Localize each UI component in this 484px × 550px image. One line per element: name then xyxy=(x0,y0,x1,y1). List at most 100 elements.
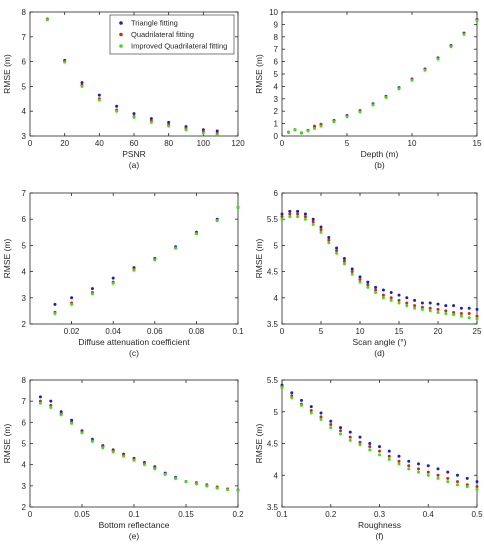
data-point xyxy=(467,316,471,320)
data-point xyxy=(309,408,313,412)
x-tick-label: 5 xyxy=(319,327,324,336)
data-point xyxy=(90,287,94,291)
data-point xyxy=(381,296,385,300)
data-point xyxy=(201,131,205,135)
data-point xyxy=(327,236,331,240)
x-tick-label: 0.08 xyxy=(189,327,205,336)
y-tick-label: 8 xyxy=(274,33,279,42)
data-point xyxy=(300,403,303,407)
data-point xyxy=(184,128,188,132)
data-point xyxy=(63,60,67,64)
data-point xyxy=(300,398,303,402)
y-tick-label: 4 xyxy=(22,107,27,116)
series-improved-quadrilateral-fitting xyxy=(53,205,240,316)
data-point xyxy=(194,482,198,486)
plot-area xyxy=(281,11,478,137)
x-axis-label: PSNR xyxy=(122,149,146,159)
data-point xyxy=(378,445,381,449)
data-point xyxy=(80,431,84,435)
data-point xyxy=(436,467,440,471)
data-point xyxy=(413,306,417,310)
data-point xyxy=(132,115,136,119)
y-tick-label: 3 xyxy=(274,95,279,104)
legend-marker xyxy=(119,21,123,25)
data-point xyxy=(80,81,84,85)
y-tick-label: 6 xyxy=(274,189,279,198)
series-improved-quadrilateral-fitting xyxy=(287,19,479,135)
y-axis-label: RMSE (m) xyxy=(2,424,12,464)
x-tick-label: 10 xyxy=(408,139,417,148)
data-point xyxy=(366,283,370,287)
x-tick-label: 0.05 xyxy=(74,510,90,519)
plot-area xyxy=(29,192,239,325)
series-improved-quadrilateral-fitting xyxy=(280,215,479,321)
data-point xyxy=(167,120,171,124)
data-point xyxy=(420,301,424,305)
data-point xyxy=(288,212,292,216)
data-point xyxy=(90,439,94,443)
data-point xyxy=(339,432,342,436)
data-point xyxy=(115,104,119,108)
data-point xyxy=(358,435,362,439)
data-point xyxy=(389,298,393,302)
y-axis-label: RMSE (m) xyxy=(2,239,12,279)
y-tick-label: 2 xyxy=(22,503,27,512)
x-tick-label: 25 xyxy=(473,327,482,336)
y-tick-label: 5.5 xyxy=(267,215,279,224)
y-tick-label: 5 xyxy=(274,241,279,250)
data-point xyxy=(374,291,378,295)
data-point xyxy=(319,230,323,234)
data-point xyxy=(236,488,240,492)
y-tick-label: 9 xyxy=(274,20,279,29)
data-point xyxy=(280,217,284,221)
data-point xyxy=(327,241,331,245)
data-point xyxy=(371,103,375,107)
data-point xyxy=(366,280,370,284)
data-point xyxy=(368,445,372,449)
y-tick-label: 8 xyxy=(22,376,27,385)
x-tick-label: 80 xyxy=(164,139,173,148)
data-point xyxy=(280,212,284,216)
data-point xyxy=(142,463,146,467)
data-point xyxy=(280,386,284,390)
data-point xyxy=(428,301,432,305)
y-tick-label: 7 xyxy=(22,33,27,42)
y-tick-label: 5 xyxy=(274,70,279,79)
y-tick-label: 5 xyxy=(22,241,27,250)
data-point xyxy=(436,476,440,480)
x-tick-label: 40 xyxy=(95,139,104,148)
data-point xyxy=(111,276,115,280)
data-point xyxy=(303,217,307,221)
data-point xyxy=(397,462,401,466)
data-point xyxy=(467,306,471,310)
series-improved-quadrilateral-fitting xyxy=(38,401,240,492)
x-tick-label: 0.1 xyxy=(128,510,140,519)
data-point xyxy=(358,277,362,281)
panel-caption: (f) xyxy=(375,531,383,541)
data-point xyxy=(111,281,115,285)
x-tick-label: 120 xyxy=(231,139,245,148)
panel-d: 0 5 10 15 20 25 3.5 4 4.5 5 5.5 6 Scan angle (°) RMSE… xyxy=(254,189,482,358)
panel-caption: (c) xyxy=(129,348,139,358)
data-point xyxy=(436,307,440,311)
x-axis-label: Scan angle (°) xyxy=(353,337,407,347)
data-point xyxy=(407,467,411,471)
data-point xyxy=(436,57,440,61)
data-point xyxy=(70,418,74,422)
data-point xyxy=(444,312,448,316)
x-tick-label: 0 xyxy=(280,327,285,336)
data-point xyxy=(446,470,450,474)
panel-f: 0.1 0.2 0.3 0.4 0.5 3.5 4 4.5 5 5.5 Roughness RMSE … xyxy=(254,376,483,541)
data-point xyxy=(397,87,401,91)
data-point xyxy=(387,454,391,458)
y-tick-label: 3 xyxy=(22,294,27,303)
data-point xyxy=(236,205,240,209)
x-axis-label: Diffuse attenuation coefficient xyxy=(78,337,190,347)
y-tick-label: 5 xyxy=(22,440,27,449)
data-point xyxy=(459,314,463,318)
data-point xyxy=(53,302,57,306)
data-point xyxy=(428,306,432,310)
data-point xyxy=(456,480,459,484)
legend: Triangle fitting Quadrilateral fitting Imp… xyxy=(109,14,235,55)
data-point xyxy=(296,209,300,213)
